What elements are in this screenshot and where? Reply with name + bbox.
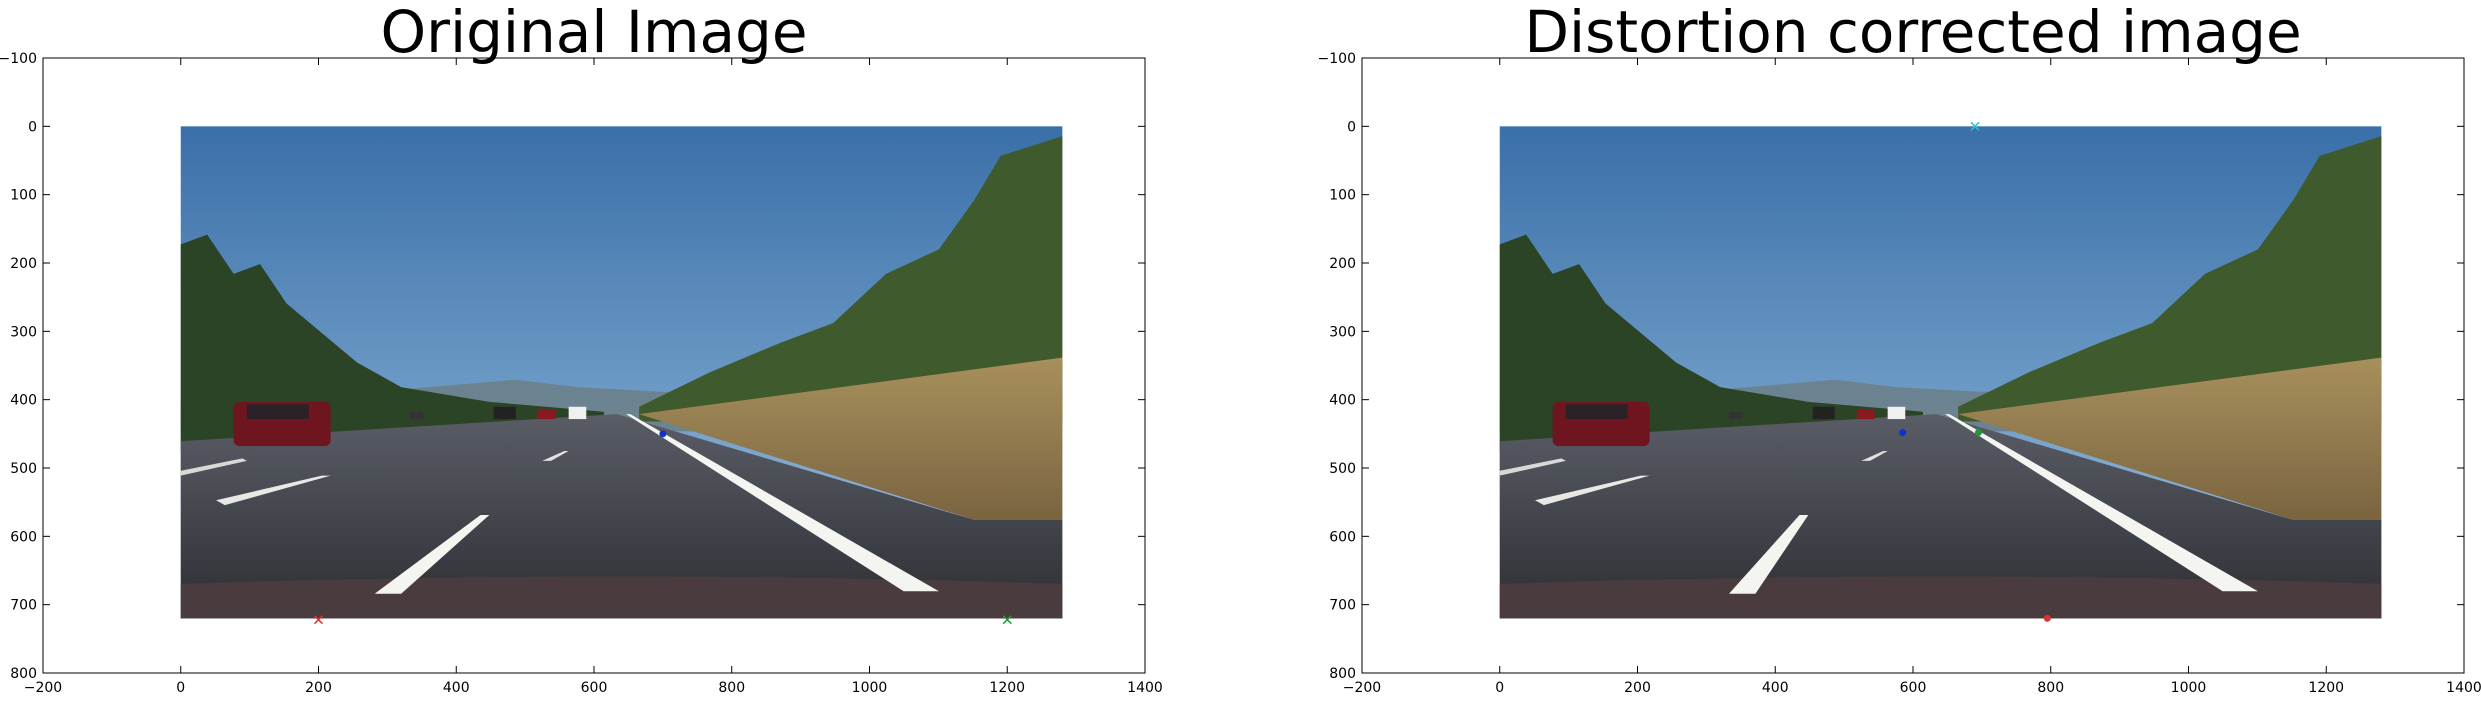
y-tick-label: 700 [10,598,37,614]
y-tick-label: 700 [1329,598,1356,614]
y-tick-label: 800 [1329,666,1356,682]
y-tick-label: 400 [10,393,37,409]
y-tick-label: 0 [1347,119,1356,135]
y-tick-label: 500 [10,461,37,477]
x-tick-label: 800 [2037,680,2064,696]
y-tick-label: −100 [0,51,37,67]
photo-road-original [180,126,1063,619]
x-ticks-corrected: −200 0 200 400 600 800 1000 1200 1400 [1343,58,2481,696]
x-tick-label: 1200 [2308,680,2344,696]
x-tick-label: 400 [1762,680,1789,696]
x-ticks-original: −200 0 200 400 600 800 1000 1200 1400 [24,58,1163,696]
y-tick-label: 800 [10,666,37,682]
x-tick-label: 800 [718,680,745,696]
y-tick-label: 600 [1329,529,1356,545]
x-tick-label: −200 [24,680,62,696]
x-tick-label: 1200 [989,680,1025,696]
x-tick-label: 400 [443,680,470,696]
x-tick-label: 0 [1495,680,1504,696]
x-tick-label: 1400 [1127,680,1163,696]
point-marker [313,615,324,625]
point-marker [659,430,667,438]
y-tick-label: 400 [1329,393,1356,409]
y-tick-label: −100 [1318,51,1356,67]
x-tick-label: 1000 [852,680,888,696]
panel-original: Original Image −200 0 200 400 600 800 1000 1200… [0,0,1163,696]
panel-title-corrected: Distortion corrected image [1524,0,2301,66]
y-tick-label: 300 [10,324,37,340]
x-tick-label: 600 [581,680,608,696]
x-tick-label: 0 [176,680,185,696]
y-tick-label: 100 [10,188,37,204]
point-marker [1002,615,1012,625]
x-tick-label: 1400 [2446,680,2481,696]
y-ticks-original: −100 0 100 200 300 400 500 600 700 800 [0,51,1145,682]
y-tick-label: 200 [1329,256,1356,272]
x-tick-label: 600 [1900,680,1927,696]
y-tick-label: 0 [28,119,37,135]
y-tick-label: 200 [10,256,37,272]
markers-corrected [1899,121,2051,622]
point-marker [1974,428,1982,436]
y-tick-label: 300 [1329,324,1356,340]
point-marker [1970,121,1980,131]
panel-corrected: Distortion corrected image −200 0 200 400 60… [1318,0,2481,696]
x-tick-label: 200 [1624,680,1651,696]
y-tick-label: 600 [10,529,37,545]
y-tick-label: 100 [1329,188,1356,204]
point-marker [2043,614,2051,622]
x-tick-label: −200 [1343,680,1381,696]
photo-road-corrected [1499,126,2382,619]
x-tick-label: 1000 [2171,680,2207,696]
y-tick-label: 500 [1329,461,1356,477]
x-tick-label: 200 [305,680,332,696]
markers-original [313,430,1012,625]
y-ticks-corrected: −100 0 100 200 300 400 500 600 700 800 [1318,51,2464,682]
point-marker [1899,428,1907,436]
panel-title-original: Original Image [380,0,807,66]
